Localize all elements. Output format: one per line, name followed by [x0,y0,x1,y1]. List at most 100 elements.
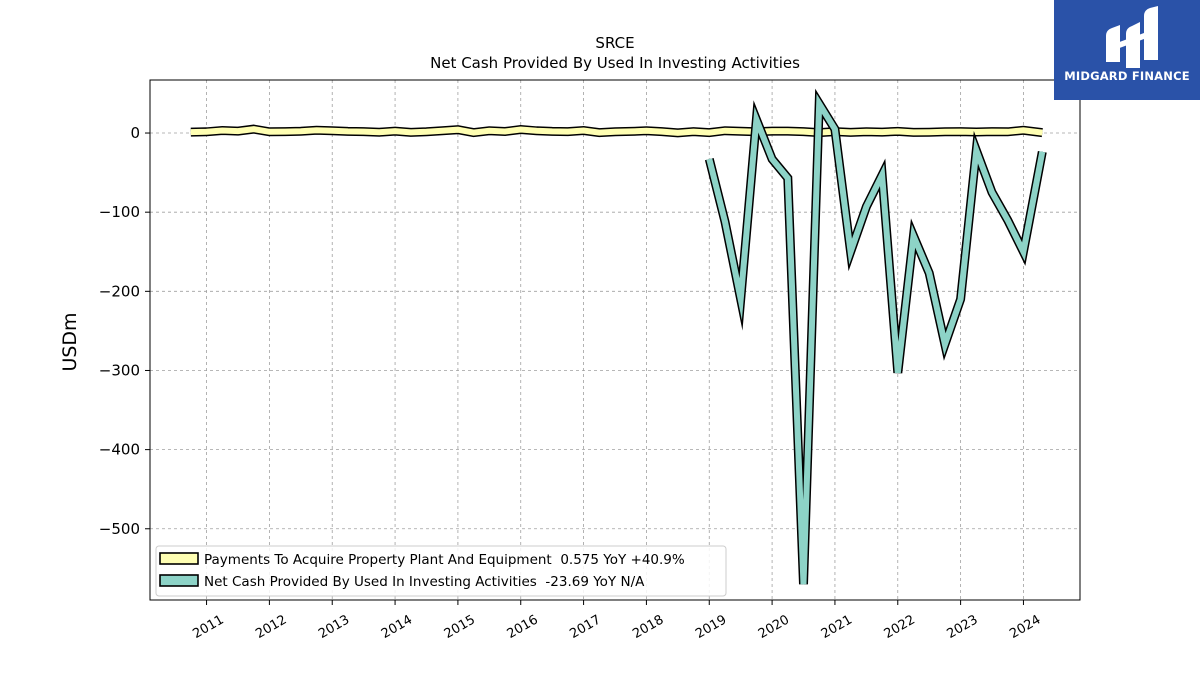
y-tick-label: −400 [99,441,140,459]
x-tick-label: 2018 [630,612,666,642]
series-1-point [567,131,569,133]
brand-name: MIDGARD FINANCE [1064,69,1190,83]
series-2-point [1007,219,1009,221]
x-tick-label: 2013 [316,612,352,642]
series-1-point [803,131,804,133]
series-2-point [897,372,899,374]
series-1-point [913,131,914,133]
series-2-point [928,272,930,274]
series-2-outline [704,88,1047,585]
series-1-point [1041,132,1043,134]
series-1-point [693,131,694,133]
brand-logo: MIDGARD FINANCE [1054,0,1200,100]
series-1-point [661,131,663,133]
series-1-point [488,130,490,132]
series-2-point [991,191,993,193]
series-2-point [834,128,836,130]
y-tick-label: −300 [99,361,140,379]
x-tick-label: 2014 [379,612,415,642]
x-tick-label: 2020 [756,612,792,642]
series-1-point [284,131,286,133]
series-1-point [771,130,773,132]
series-2-point [787,177,789,179]
y-tick-label: −100 [99,203,140,221]
series-2-point [975,149,977,151]
series-1-point [331,130,333,132]
series-1-point [1022,129,1024,131]
x-tick-label: 2021 [819,612,855,642]
x-tick-label: 2012 [253,612,289,642]
series-2-point [865,206,867,208]
series-1-point [897,130,899,132]
series-1-point [850,131,852,133]
series-1-point [536,130,537,132]
series-1-point [865,131,867,133]
series-1-point [991,131,993,133]
chart-subtitle: Net Cash Provided By Used In Investing A… [430,54,800,72]
x-tick-label: 2024 [1007,612,1043,642]
x-tick-label: 2023 [944,612,980,642]
y-tick-label: −500 [99,520,140,538]
series-2-line [706,93,1046,585]
y-axis-label: USDm [59,312,81,371]
series-1-point [253,128,255,130]
series-1-point [426,131,427,133]
grid [150,80,1080,600]
series-2-point [1041,151,1043,153]
y-tick-label: −200 [99,282,140,300]
series-1-point [740,130,742,132]
series-1-point [787,130,789,132]
series-1-point [677,132,679,134]
series-1-point [300,130,302,132]
x-tick-label: 2015 [442,612,478,642]
x-tick-label: 2011 [190,612,226,642]
series-1-point [394,130,396,132]
series-1-point [708,132,710,134]
series-1-point [347,130,349,132]
series-1-point [363,131,365,133]
legend-swatch-1 [159,552,199,565]
series-2-point [724,221,726,223]
series-1-point [960,131,962,133]
legend-label-2: Net Cash Provided By Used In Investing A… [204,574,645,590]
series-1-point [221,130,223,131]
y-tick-label: 0 [130,124,140,142]
series-2-point [771,158,773,160]
series-2-point [708,158,710,160]
series-2-point [1022,251,1024,253]
series-1-point [268,131,270,133]
series-1-point [630,130,632,132]
series-2-point [960,298,962,300]
series-1-point [520,129,522,130]
series-1-point [473,132,475,134]
series-layer [190,88,1047,585]
series-2-point [755,119,757,121]
chart-title: SRCE [595,34,634,52]
series-2-point [913,235,914,237]
series-2-point [881,174,883,176]
legend-box [155,545,727,597]
series-1-point [944,131,946,133]
series-1-point [598,132,600,134]
series-1-point [881,131,883,133]
series-1-point [614,131,616,133]
series-1-point [724,130,726,132]
series-1-point [457,129,459,131]
series-1-point [645,130,647,132]
legend-label-1: Payments To Acquire Property Plant And E… [204,552,685,568]
series-2-point [850,251,852,253]
legend-swatch-2 [159,574,199,587]
series-1-point [583,130,585,131]
legend: Payments To Acquire Property Plant And E… [155,545,727,597]
series-1-point [441,130,443,132]
series-1-point [378,131,380,133]
x-tick-label: 2017 [567,612,603,642]
x-tick-label: 2022 [882,612,918,642]
series-1-point [975,131,977,133]
series-1-point [410,131,412,133]
series-1-point [206,131,208,133]
series-1-point [504,131,506,132]
x-tick-label: 2016 [505,612,541,642]
series-1-point [1007,131,1009,133]
